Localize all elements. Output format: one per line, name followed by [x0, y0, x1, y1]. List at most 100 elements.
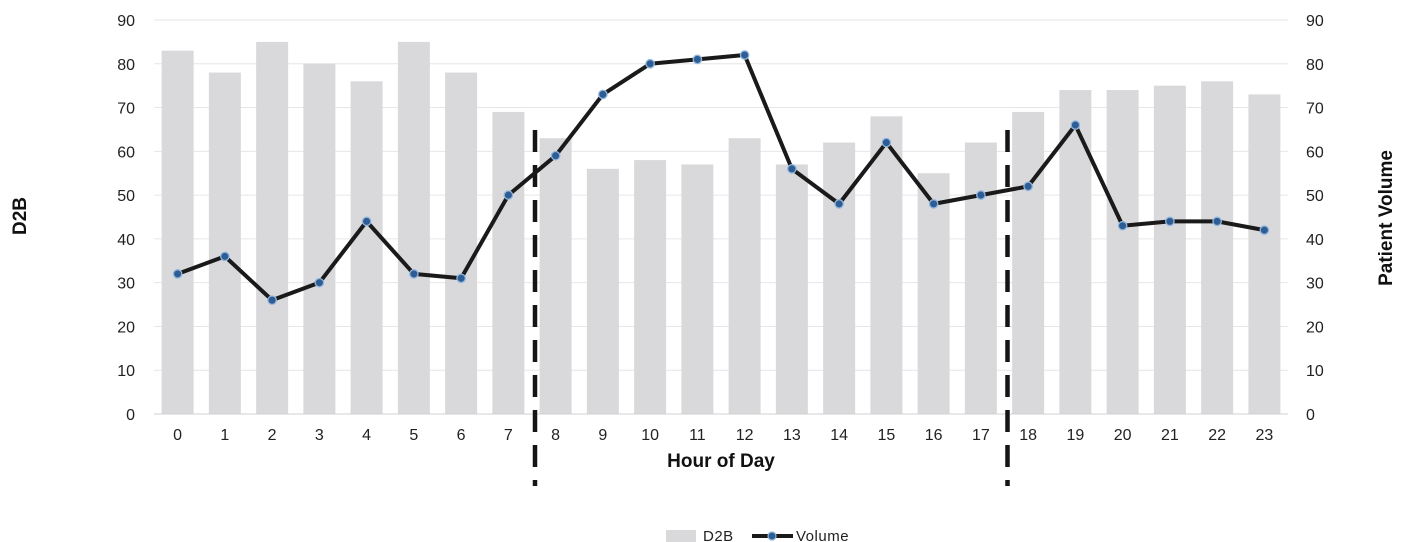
- bar-d2b-18: [1012, 111, 1045, 414]
- right-y-axis-title: Patient Volume: [1376, 150, 1397, 286]
- bar-d2b-13: [775, 164, 808, 414]
- point-volume-16: [928, 199, 939, 209]
- point-volume-10: [645, 58, 655, 69]
- x-tick-22: 22: [1208, 427, 1226, 444]
- bar-d2b-9: [586, 168, 619, 414]
- right-y-tick-80: 80: [1306, 57, 1324, 74]
- left-y-tick-70: 70: [117, 101, 135, 118]
- bar-d2b-8: [539, 138, 572, 414]
- right-y-tick-70: 70: [1306, 101, 1324, 118]
- right-y-tick-10: 10: [1306, 363, 1324, 380]
- point-volume-23: [1259, 225, 1270, 235]
- point-volume-4: [361, 216, 372, 227]
- bar-d2b-0: [161, 50, 194, 415]
- right-y-tick-20: 20: [1306, 319, 1324, 336]
- bar-d2b-5: [397, 41, 430, 415]
- point-volume-14: [834, 199, 844, 209]
- x-tick-10: 10: [641, 427, 659, 444]
- legend-d2b-label: D2B: [703, 528, 734, 542]
- dashed-dividers: [532, 130, 1010, 486]
- x-tick-14: 14: [830, 427, 848, 444]
- right-y-tick-60: 60: [1306, 144, 1324, 161]
- bar-d2b-16: [917, 173, 950, 414]
- left-y-axis-title: D2B: [10, 197, 31, 235]
- left-y-tick-20: 20: [117, 319, 135, 336]
- point-volume-9: [598, 89, 608, 100]
- x-tick-12: 12: [736, 427, 754, 444]
- left-y-tick-80: 80: [117, 57, 135, 74]
- bar-d2b-11: [681, 164, 714, 414]
- point-volume-15: [881, 137, 892, 148]
- x-tick-9: 9: [598, 427, 607, 444]
- left-y-tick-50: 50: [117, 188, 135, 205]
- bar-d2b-20: [1106, 90, 1139, 415]
- x-tick-21: 21: [1161, 427, 1179, 444]
- left-y-tick-0: 0: [126, 407, 135, 424]
- x-tick-0: 0: [173, 427, 182, 444]
- point-volume-13: [787, 163, 797, 174]
- x-tick-19: 19: [1066, 427, 1084, 444]
- x-tick-3: 3: [315, 427, 324, 444]
- d2b-bars: [161, 41, 1281, 415]
- bar-d2b-22: [1201, 81, 1234, 415]
- gridlines: [154, 19, 1288, 371]
- bar-d2b-4: [350, 81, 383, 415]
- bar-d2b-2: [256, 41, 289, 415]
- right-y-tick-labels: 0 10 20 30 40 50 60 70 80 90: [1306, 13, 1324, 424]
- bar-d2b-15: [870, 116, 903, 415]
- x-tick-17: 17: [972, 427, 990, 444]
- point-volume-0: [172, 269, 183, 279]
- x-tick-18: 18: [1019, 427, 1037, 444]
- left-y-tick-60: 60: [117, 144, 135, 161]
- point-volume-20: [1117, 220, 1128, 231]
- point-volume-1: [220, 251, 230, 262]
- bar-d2b-10: [634, 160, 667, 414]
- point-volume-21: [1165, 216, 1175, 227]
- volume-line: [175, 53, 1267, 303]
- legend-d2b-swatch: [666, 530, 696, 542]
- legend: D2B Volume: [666, 528, 849, 542]
- right-y-tick-90: 90: [1306, 13, 1324, 30]
- x-tick-2: 2: [268, 427, 277, 444]
- point-volume-5: [409, 269, 419, 279]
- x-tick-23: 23: [1255, 427, 1273, 444]
- bar-d2b-3: [303, 63, 336, 415]
- point-volume-2: [267, 295, 277, 306]
- right-y-tick-30: 30: [1306, 276, 1324, 293]
- right-y-tick-50: 50: [1306, 188, 1324, 205]
- bar-d2b-17: [964, 142, 997, 415]
- point-volume-12: [739, 50, 750, 60]
- bar-d2b-6: [445, 72, 478, 415]
- legend-volume-swatch-marker: [767, 531, 777, 541]
- x-tick-5: 5: [409, 427, 418, 444]
- bar-d2b-21: [1153, 85, 1186, 415]
- bar-d2b-12: [728, 138, 761, 414]
- legend-volume-label: Volume: [796, 528, 849, 542]
- x-tick-15: 15: [877, 427, 895, 444]
- bar-d2b-14: [823, 142, 856, 415]
- x-tick-8: 8: [551, 427, 560, 444]
- point-volume-8: [550, 150, 561, 161]
- x-tick-11: 11: [689, 427, 706, 444]
- point-volume-19: [1070, 120, 1081, 130]
- right-y-tick-0: 0: [1306, 407, 1315, 424]
- bar-d2b-1: [208, 72, 241, 415]
- x-axis-title: Hour of Day: [667, 451, 775, 472]
- left-y-tick-40: 40: [117, 232, 135, 249]
- point-volume-3: [314, 277, 325, 288]
- line-volume: [175, 53, 1267, 303]
- bar-d2b-7: [492, 111, 525, 414]
- x-tick-4: 4: [362, 427, 371, 444]
- point-volume-6: [456, 273, 466, 284]
- x-tick-16: 16: [925, 427, 943, 444]
- x-tick-13: 13: [783, 427, 801, 444]
- point-volume-17: [976, 190, 986, 200]
- x-tick-1: 1: [220, 427, 229, 444]
- left-y-tick-labels: 0 10 20 30 40 50 60 70 80 90: [117, 13, 135, 424]
- x-tick-labels: 0 1 2 3 4 5 6 7 8 9 10 11 12 13 14 15 16 17 18 19 20 21 22 23: [173, 427, 1273, 444]
- point-volume-22: [1212, 216, 1222, 227]
- left-y-tick-30: 30: [117, 276, 135, 293]
- volume-points: [172, 50, 1270, 306]
- point-volume-7: [503, 190, 514, 200]
